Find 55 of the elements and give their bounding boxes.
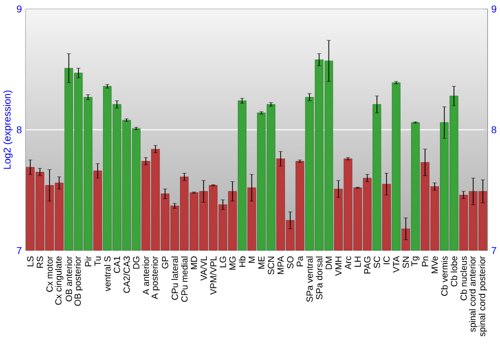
x-tick-label: Pir (84, 256, 92, 266)
x-tick-label: MPA (278, 256, 284, 274)
y-tick-label: 9 (16, 5, 22, 12)
y2-tick-label: 9 (492, 5, 496, 12)
x-tick-label: Arc (344, 256, 352, 270)
x-tick-label: SN (402, 256, 409, 268)
x-tick-label: MD (190, 256, 198, 269)
x-tick-label: VMH (335, 256, 342, 276)
x-tick-label: GP (162, 256, 168, 268)
x-tick-label: OB posterior (74, 256, 83, 306)
x-tick-label: OB anterior (66, 256, 72, 302)
x-tick-label: MG (229, 256, 236, 270)
x-tick-label: CPu lateral (171, 256, 178, 300)
x-tick-label: Hb (238, 256, 246, 267)
x-tick-label: LS (27, 256, 34, 266)
x-tick-label: SC (374, 256, 380, 268)
x-tick-label: VTA (393, 256, 400, 272)
x-tick-label: A anterior (142, 256, 150, 295)
x-tick-label: IC (383, 256, 390, 264)
x-tick-label: Cx cingulate (54, 256, 64, 305)
x-tick-label: ME (258, 256, 264, 268)
x-tick-label: Cx motor (46, 256, 53, 292)
y2-tick-label: 8 (492, 126, 496, 134)
x-tick-label: SPa dorsal (316, 256, 322, 300)
y-tick-label: 7 (16, 246, 22, 254)
x-tick-label: Pn (422, 256, 428, 266)
x-tick-label: LG (220, 256, 226, 268)
x-tick-label: PAG (364, 256, 370, 274)
x-tick-label: Cb vermis (441, 256, 448, 296)
x-tick-label: CA1 (114, 256, 120, 273)
x-tick-label: LH (354, 256, 361, 267)
x-tick-label: RS (36, 256, 44, 268)
x-tick-label: SPa ventral (306, 256, 313, 302)
x-tick-label: Tu (94, 256, 101, 266)
x-tick-label: Tg (411, 256, 420, 266)
x-tick-label: VA/VL (200, 256, 207, 280)
x-tick-label: CPu medial (181, 256, 188, 302)
x-tick-label: A posterior (151, 256, 160, 300)
x-tick-label: Pa (296, 256, 304, 266)
x-tick-label: Cb lobe (450, 256, 458, 286)
x-tick-label: spinal cord anterior (469, 256, 478, 332)
x-tick-label: MVe (432, 256, 438, 273)
x-tick-label: M (248, 256, 255, 263)
y-axis-title: Log2 (expression) (3, 90, 13, 169)
x-tick-label: Cb nucleus (460, 256, 467, 300)
x-tick-label: DG (133, 256, 140, 268)
x-tick-label: VPM/VPL (210, 256, 217, 295)
x-tick-label: DM (326, 256, 332, 269)
y2-tick-label: 7 (492, 246, 496, 254)
x-tick-label: SCN (268, 256, 274, 274)
x-tick-label: ventral S (104, 256, 111, 292)
x-tick-label: SO (287, 256, 294, 268)
x-tick-label: CA2/CA3 (123, 256, 130, 293)
y-tick-label: 8 (16, 126, 22, 134)
x-tick-label: spinal cord posterior (478, 256, 487, 336)
